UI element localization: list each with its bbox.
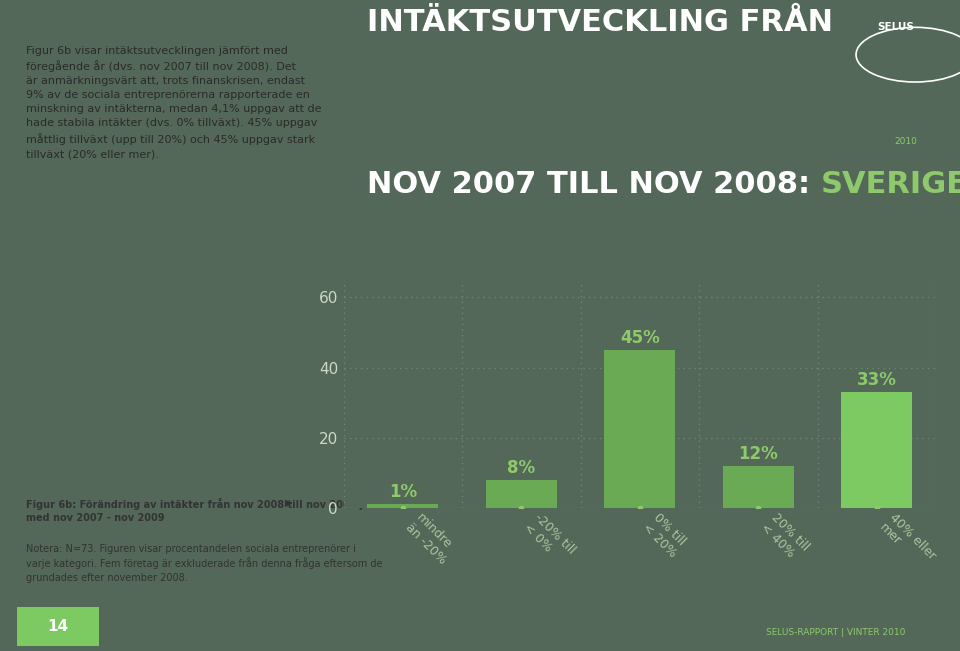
Text: NOV 2007 TILL NOV 2008:: NOV 2007 TILL NOV 2008: bbox=[368, 169, 821, 199]
Bar bbox=[604, 350, 676, 508]
Text: 14: 14 bbox=[47, 618, 68, 634]
Text: SELUS: SELUS bbox=[876, 22, 914, 32]
Bar bbox=[841, 392, 912, 508]
Text: SELUS-RAPPORT | VINTER 2010: SELUS-RAPPORT | VINTER 2010 bbox=[765, 628, 905, 637]
Bar bbox=[486, 480, 557, 508]
Text: 33%: 33% bbox=[857, 371, 897, 389]
Text: Notera: N=73. Figuren visar procentandelen sociala entreprenörer i
varje kategor: Notera: N=73. Figuren visar procentandel… bbox=[27, 544, 383, 583]
Text: Figur 6b: Förändring av intäkter från nov 2008 till nov 2009 jämfört
med nov 200: Figur 6b: Förändring av intäkter från no… bbox=[27, 498, 400, 523]
Text: SVERIGE: SVERIGE bbox=[821, 169, 960, 199]
Text: ▶: ▶ bbox=[285, 498, 293, 508]
Bar bbox=[723, 465, 794, 508]
Text: 45%: 45% bbox=[620, 329, 660, 347]
Text: 2010: 2010 bbox=[895, 137, 918, 146]
Text: 8%: 8% bbox=[507, 459, 536, 477]
Text: Figur 6b visar intäktsutvecklingen jämfört med
föregående år (dvs. nov 2007 till: Figur 6b visar intäktsutvecklingen jämfö… bbox=[27, 46, 322, 159]
Text: INTÄKTSUTVECKLING FRÅN: INTÄKTSUTVECKLING FRÅN bbox=[368, 8, 833, 37]
Text: 12%: 12% bbox=[738, 445, 779, 463]
Text: 1%: 1% bbox=[389, 484, 417, 501]
Bar bbox=[368, 505, 439, 508]
FancyBboxPatch shape bbox=[16, 607, 100, 646]
